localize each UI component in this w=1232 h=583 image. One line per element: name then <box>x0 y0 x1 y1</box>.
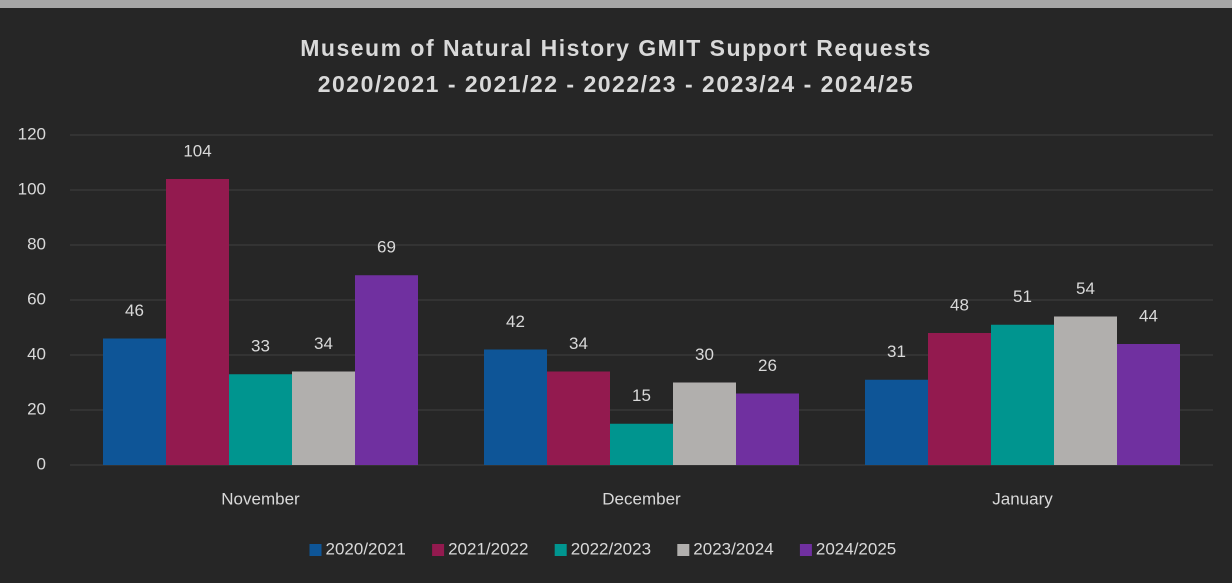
y-tick-label: 100 <box>18 179 46 198</box>
data-label: 42 <box>506 312 525 331</box>
legend-label: 2021/2022 <box>448 539 528 558</box>
data-label: 26 <box>758 356 777 375</box>
bar <box>166 179 229 465</box>
bar <box>229 374 292 465</box>
bar <box>484 349 547 465</box>
bar <box>736 393 799 465</box>
top-border <box>0 0 1232 8</box>
y-tick-label: 60 <box>27 289 46 308</box>
legend-swatch <box>799 544 812 556</box>
bar <box>673 382 736 465</box>
legend-label: 2023/2024 <box>693 539 773 558</box>
chart-title: Museum of Natural History GMIT Support R… <box>300 35 932 61</box>
data-label: 104 <box>183 141 211 160</box>
legend-label: 2022/2023 <box>571 539 651 558</box>
legend-swatch <box>432 544 445 556</box>
data-label: 31 <box>887 342 906 361</box>
legend-swatch <box>554 544 567 556</box>
data-label: 30 <box>695 345 714 364</box>
bar <box>1117 344 1180 465</box>
y-tick-label: 40 <box>27 344 46 363</box>
data-label: 48 <box>950 295 969 314</box>
y-tick-label: 80 <box>27 234 46 253</box>
data-label: 46 <box>125 301 144 320</box>
bar <box>103 338 166 465</box>
data-label: 69 <box>377 238 396 257</box>
bar <box>865 379 928 465</box>
legend-label: 2020/2021 <box>326 539 406 558</box>
data-label: 34 <box>569 334 588 353</box>
bar <box>292 371 355 465</box>
bar <box>928 333 991 465</box>
y-tick-label: 120 <box>18 124 46 143</box>
data-label: 34 <box>314 334 333 353</box>
bar <box>355 275 418 465</box>
data-label: 33 <box>251 337 270 356</box>
data-label: 54 <box>1076 279 1095 298</box>
legend-swatch <box>677 544 690 556</box>
chart-subtitle: 2020/2021 - 2021/22 - 2022/23 - 2023/24 … <box>318 71 915 97</box>
bar <box>610 423 673 465</box>
data-label: 15 <box>632 386 651 405</box>
legend-swatch <box>309 544 322 556</box>
bar <box>547 371 610 465</box>
x-tick-label: November <box>221 489 300 508</box>
bar <box>991 324 1054 465</box>
data-label: 44 <box>1139 306 1158 325</box>
legend-label: 2024/2025 <box>816 539 896 558</box>
x-tick-label: January <box>992 489 1053 508</box>
y-tick-label: 20 <box>27 399 46 418</box>
y-tick-label: 0 <box>37 454 46 473</box>
bar <box>1054 316 1117 465</box>
x-tick-label: December <box>602 489 681 508</box>
data-label: 51 <box>1013 287 1032 306</box>
